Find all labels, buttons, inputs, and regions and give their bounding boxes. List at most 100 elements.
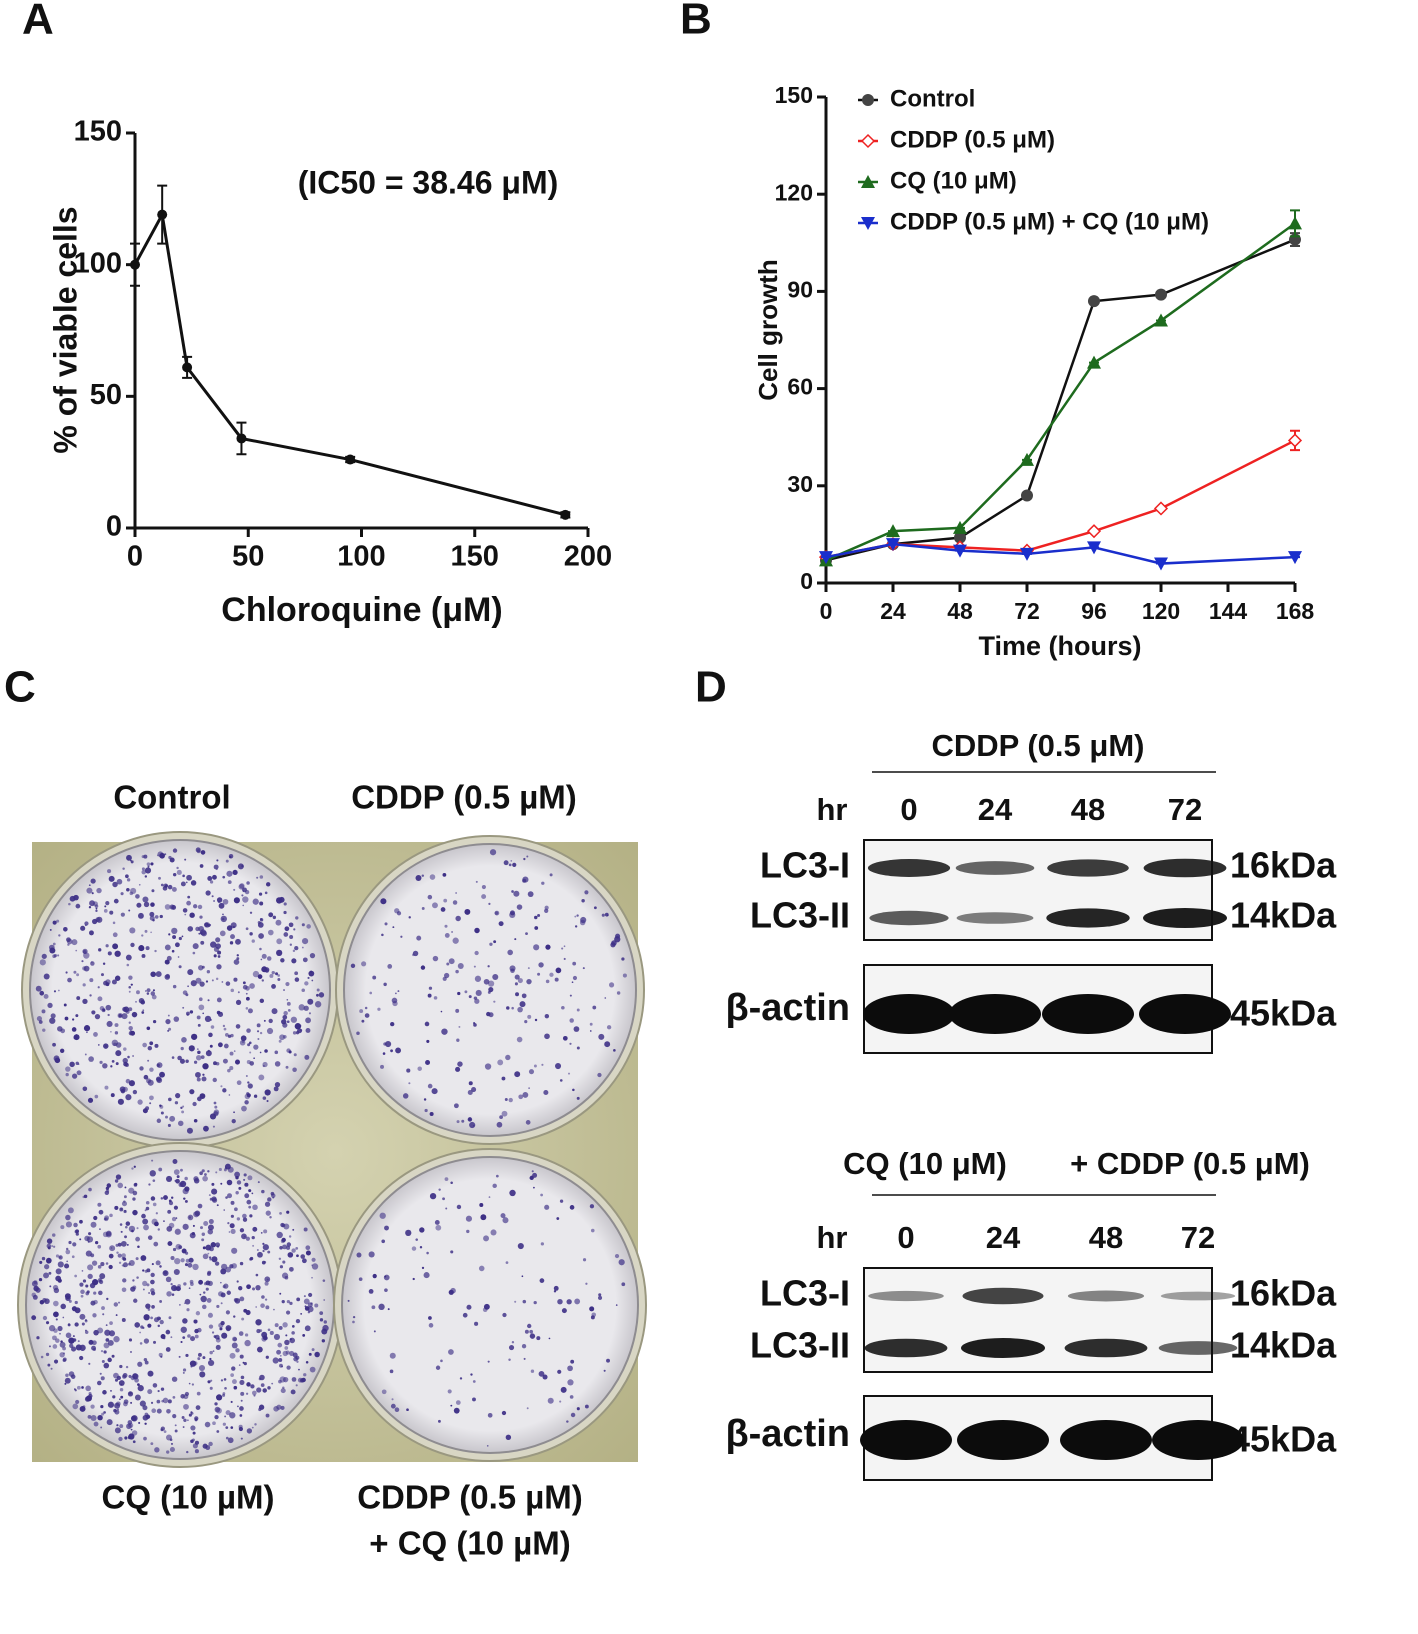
colony — [192, 1263, 199, 1271]
colony — [426, 1039, 430, 1043]
colony — [262, 1388, 267, 1393]
colony — [137, 1383, 140, 1387]
colony — [140, 1255, 147, 1261]
colony — [53, 1359, 59, 1364]
colony — [220, 1379, 224, 1382]
colony — [238, 1286, 243, 1291]
colony — [484, 1063, 492, 1070]
colony — [169, 1115, 176, 1122]
annotation: (IC50 = 38.46 μM) — [298, 164, 559, 200]
colony — [150, 1196, 156, 1201]
colony — [303, 1298, 310, 1305]
colony — [256, 1387, 262, 1393]
band-size: 16kDa — [1230, 1273, 1337, 1314]
x-tick-label: 100 — [337, 541, 385, 573]
colony — [540, 1242, 544, 1246]
colony — [106, 1020, 113, 1028]
colony — [523, 1357, 526, 1360]
colony — [238, 1331, 244, 1336]
colony — [125, 874, 129, 879]
colony — [537, 972, 541, 976]
colony — [33, 1285, 39, 1292]
colony — [483, 1303, 490, 1310]
colony — [114, 1023, 119, 1028]
colony — [217, 950, 222, 955]
colony — [112, 932, 118, 938]
colony — [105, 1262, 109, 1265]
colony — [195, 1071, 201, 1078]
colony — [509, 1189, 516, 1197]
colony — [306, 924, 311, 929]
colony — [490, 1229, 497, 1236]
colony — [159, 1265, 162, 1268]
colony — [276, 897, 283, 904]
colony — [261, 1189, 265, 1194]
colony — [556, 1217, 560, 1220]
colony — [249, 983, 255, 989]
colony — [154, 915, 159, 919]
colony — [157, 1324, 161, 1328]
band — [955, 861, 1035, 875]
colony — [131, 1229, 134, 1233]
colony — [458, 1025, 461, 1028]
colony — [120, 1230, 123, 1233]
colony — [316, 988, 320, 992]
colony — [98, 1209, 104, 1215]
colony — [220, 1281, 222, 1284]
colony — [71, 1255, 75, 1259]
colony — [502, 1312, 507, 1318]
colony — [190, 1439, 194, 1444]
colony — [286, 1242, 292, 1247]
colony — [31, 1315, 37, 1321]
colony — [244, 1093, 251, 1100]
colony — [182, 1336, 186, 1339]
colony — [185, 1353, 189, 1358]
colony — [35, 985, 42, 992]
colony — [164, 944, 171, 951]
colonies — [31, 1159, 329, 1454]
colony — [229, 1051, 234, 1056]
colony — [598, 1293, 602, 1297]
colony — [538, 962, 544, 968]
colony — [147, 1059, 150, 1062]
colony — [514, 938, 517, 941]
colony — [260, 958, 263, 961]
colony — [186, 1308, 190, 1312]
time-value: 0 — [897, 1220, 914, 1255]
colony — [286, 998, 289, 1001]
colony — [311, 1348, 315, 1352]
colony — [614, 1253, 620, 1259]
colony — [197, 1050, 201, 1055]
colonies — [350, 849, 627, 1129]
colony — [204, 1015, 212, 1023]
colony — [152, 1383, 158, 1388]
colony — [423, 1272, 430, 1279]
colony — [245, 1075, 248, 1078]
colony — [113, 1336, 120, 1343]
colony — [154, 949, 157, 953]
colony — [256, 1329, 261, 1334]
colony — [284, 926, 290, 932]
colony — [201, 1232, 206, 1236]
colony — [275, 919, 282, 926]
colony — [359, 1009, 364, 1014]
colony — [164, 959, 170, 965]
colony — [165, 1434, 172, 1441]
colony — [615, 933, 621, 939]
colony — [434, 1220, 440, 1225]
colony — [448, 1289, 454, 1295]
colony — [273, 1406, 279, 1412]
colony — [212, 1077, 217, 1083]
marker — [1155, 288, 1167, 301]
colony — [121, 1318, 126, 1322]
colony — [101, 1306, 105, 1311]
colony — [431, 1088, 438, 1095]
colony — [232, 925, 235, 929]
colony — [240, 1375, 245, 1380]
colony — [548, 1337, 551, 1340]
panel-label: A — [22, 0, 54, 44]
colony — [141, 869, 146, 875]
colony — [381, 933, 384, 937]
colony — [247, 1175, 253, 1181]
colony — [227, 1437, 234, 1444]
